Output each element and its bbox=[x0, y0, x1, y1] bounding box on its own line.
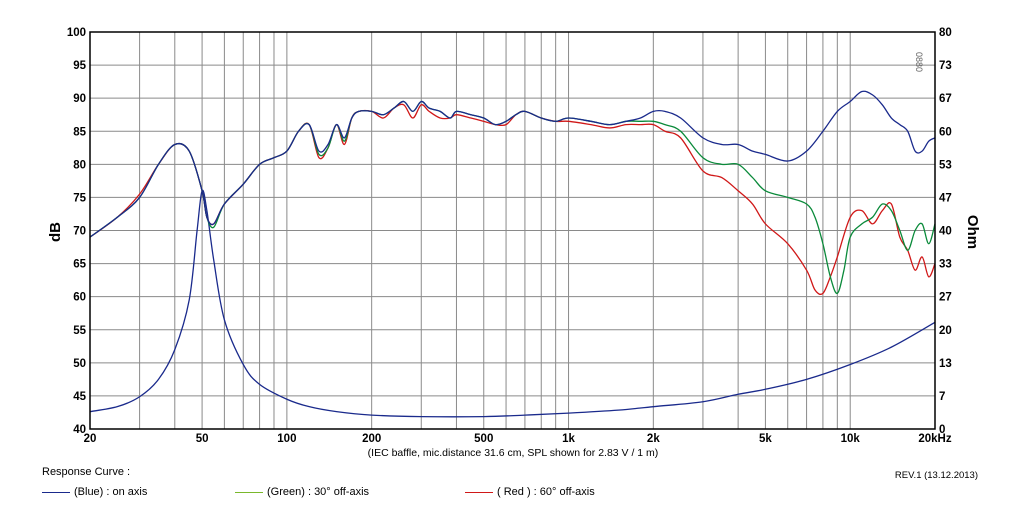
y-tick-label: 50 bbox=[73, 358, 86, 370]
y2-tick-label: 27 bbox=[939, 292, 952, 304]
y-tick-label: 90 bbox=[73, 93, 86, 105]
y-tick-label: 60 bbox=[73, 292, 86, 304]
y-tick-label: 45 bbox=[73, 391, 86, 403]
legend-label: (Green) : 30° off-axis bbox=[267, 486, 370, 498]
y2-tick-label: 80 bbox=[939, 27, 952, 39]
series-line-red-60deg bbox=[89, 103, 936, 295]
series-line-blue-on-axis bbox=[89, 90, 936, 238]
x-tick-label: 200 bbox=[362, 433, 381, 445]
footer-title: Response Curve : bbox=[42, 466, 131, 478]
legend-item-blue: (Blue) : on axis bbox=[42, 486, 147, 498]
x-tick-label: 50 bbox=[196, 433, 209, 445]
y2-tick-label: 47 bbox=[939, 192, 952, 204]
right-axis-ticks: 0 7 13 20 27 33 40 47 53 60 67 73 80 bbox=[939, 27, 952, 436]
y2-tick-label: 0 bbox=[939, 424, 945, 436]
x-axis-ticks: 20 50 100 200 500 1k 2k 5k 10k 20kHz bbox=[84, 433, 952, 445]
x-tick-label: 500 bbox=[474, 433, 493, 445]
y2-tick-label: 13 bbox=[939, 358, 952, 370]
x-tick-label: 1k bbox=[562, 433, 575, 445]
measurement-note: (IEC baffle, mic.distance 31.6 cm, SPL s… bbox=[368, 447, 659, 459]
y2-tick-label: 7 bbox=[939, 391, 945, 403]
y-tick-label: 85 bbox=[73, 126, 86, 138]
y-tick-label: 80 bbox=[73, 159, 86, 171]
y2-tick-label: 60 bbox=[939, 126, 952, 138]
grid bbox=[90, 32, 935, 429]
legend-label: ( Red ) : 60° off-axis bbox=[497, 486, 595, 498]
x-tick-label: 5k bbox=[759, 433, 772, 445]
y2-axis-title: Ohm bbox=[964, 215, 981, 249]
y2-tick-label: 20 bbox=[939, 325, 952, 337]
y-tick-label: 40 bbox=[73, 424, 86, 436]
y2-tick-label: 33 bbox=[939, 259, 952, 271]
x-tick-label: 20 bbox=[84, 433, 97, 445]
y-tick-label: 75 bbox=[73, 192, 86, 204]
x-tick-label: 10k bbox=[841, 433, 861, 445]
left-axis-ticks: 40 45 50 55 60 65 70 75 80 85 90 95 100 bbox=[67, 27, 87, 436]
series-line-impedance bbox=[89, 189, 936, 418]
plot-frame bbox=[89, 31, 936, 430]
y-tick-label: 95 bbox=[73, 60, 86, 72]
y2-tick-label: 53 bbox=[939, 159, 952, 171]
response-chart: 40 45 50 55 60 65 70 75 80 85 90 95 100 0 7 13 20 27 33 40… bbox=[47, 27, 981, 459]
legend-swatch-blue bbox=[42, 491, 70, 493]
y-tick-label: 55 bbox=[73, 325, 86, 337]
legend-item-green: (Green) : 30° off-axis bbox=[235, 486, 369, 498]
x-tick-label: 100 bbox=[277, 433, 296, 445]
revision-label: REV.1 (13.12.2013) bbox=[894, 470, 978, 481]
legend-item-red: ( Red ) : 60° off-axis bbox=[465, 486, 595, 498]
y-tick-label: 100 bbox=[67, 27, 86, 39]
legend-swatch-red bbox=[465, 491, 493, 493]
y-axis-title: dB bbox=[47, 222, 64, 242]
y-tick-label: 65 bbox=[73, 259, 86, 271]
y-tick-label: 70 bbox=[73, 226, 86, 238]
x-tick-label: 20kHz bbox=[918, 433, 951, 445]
y2-tick-label: 73 bbox=[939, 60, 952, 72]
x-tick-label: 2k bbox=[647, 433, 660, 445]
curves bbox=[89, 90, 936, 418]
y2-tick-label: 40 bbox=[939, 226, 952, 238]
legend-swatch-green bbox=[235, 491, 263, 493]
legend-label: (Blue) : on axis bbox=[74, 486, 148, 498]
y2-tick-label: 67 bbox=[939, 93, 952, 105]
watermark: 0880 bbox=[914, 52, 924, 72]
